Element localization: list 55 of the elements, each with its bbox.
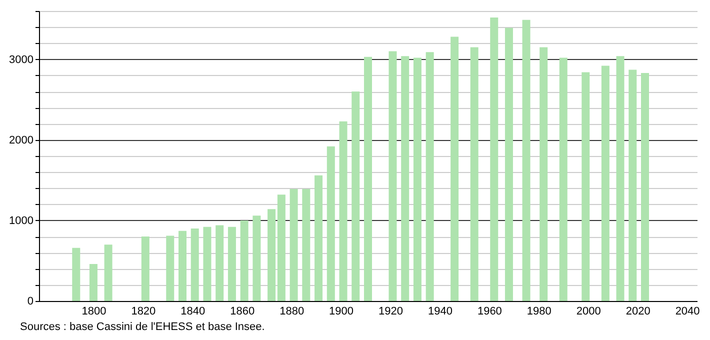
- x-tick-label: 1980: [526, 306, 552, 318]
- source-note: Sources : base Cassini de l'EHESS et base Insee.: [20, 320, 265, 334]
- bar: [616, 56, 624, 301]
- x-tick-label: 1820: [131, 306, 156, 318]
- x-tick-label: 1960: [477, 306, 502, 318]
- y-tick-label: 1000: [9, 214, 34, 227]
- bar: [641, 73, 650, 301]
- x-tick-label: 1800: [82, 306, 106, 318]
- bar: [178, 230, 187, 301]
- bar: [166, 236, 174, 301]
- x-tick-label: 1920: [378, 306, 403, 318]
- bar: [388, 51, 397, 301]
- bar: [364, 56, 372, 301]
- bar: [190, 228, 199, 301]
- bar: [314, 175, 323, 301]
- x-tick-label: 2000: [576, 306, 601, 318]
- bar: [413, 58, 422, 301]
- bar: [302, 189, 310, 301]
- bar: [141, 236, 150, 301]
- bar: [277, 194, 286, 301]
- bar: [290, 189, 298, 301]
- bar: [426, 52, 434, 301]
- bar: [339, 121, 348, 301]
- bar: [252, 216, 261, 301]
- bar: [522, 20, 530, 301]
- bar: [582, 72, 590, 301]
- y-tick-label: 3000: [9, 54, 34, 66]
- x-tick-label: 2040: [675, 306, 700, 318]
- bar: [216, 225, 224, 301]
- bar: [470, 47, 478, 301]
- bar: [89, 264, 98, 301]
- bar: [72, 248, 80, 301]
- bar: [490, 17, 498, 301]
- x-tick-label: 2020: [626, 306, 650, 318]
- bar: [352, 92, 360, 301]
- x-tick-label: 1900: [329, 306, 354, 318]
- bar: [203, 226, 212, 301]
- bar: [601, 66, 610, 301]
- x-tick-label: 1880: [280, 306, 304, 318]
- x-tick-label: 1860: [230, 306, 255, 318]
- y-tick-label: 2000: [9, 134, 34, 146]
- x-tick-label: 1940: [428, 306, 452, 318]
- bar: [104, 244, 112, 301]
- bar: [228, 226, 236, 301]
- bar: [504, 28, 513, 301]
- bar: [326, 146, 335, 301]
- bar: [559, 58, 568, 301]
- x-tick-label: 1840: [180, 306, 206, 318]
- bar: [628, 70, 637, 301]
- bar: [268, 209, 276, 301]
- bar: [401, 56, 410, 301]
- y-tick-label: 0: [27, 296, 34, 308]
- bar: [450, 36, 459, 301]
- bar: [540, 47, 548, 301]
- bar: [240, 220, 248, 301]
